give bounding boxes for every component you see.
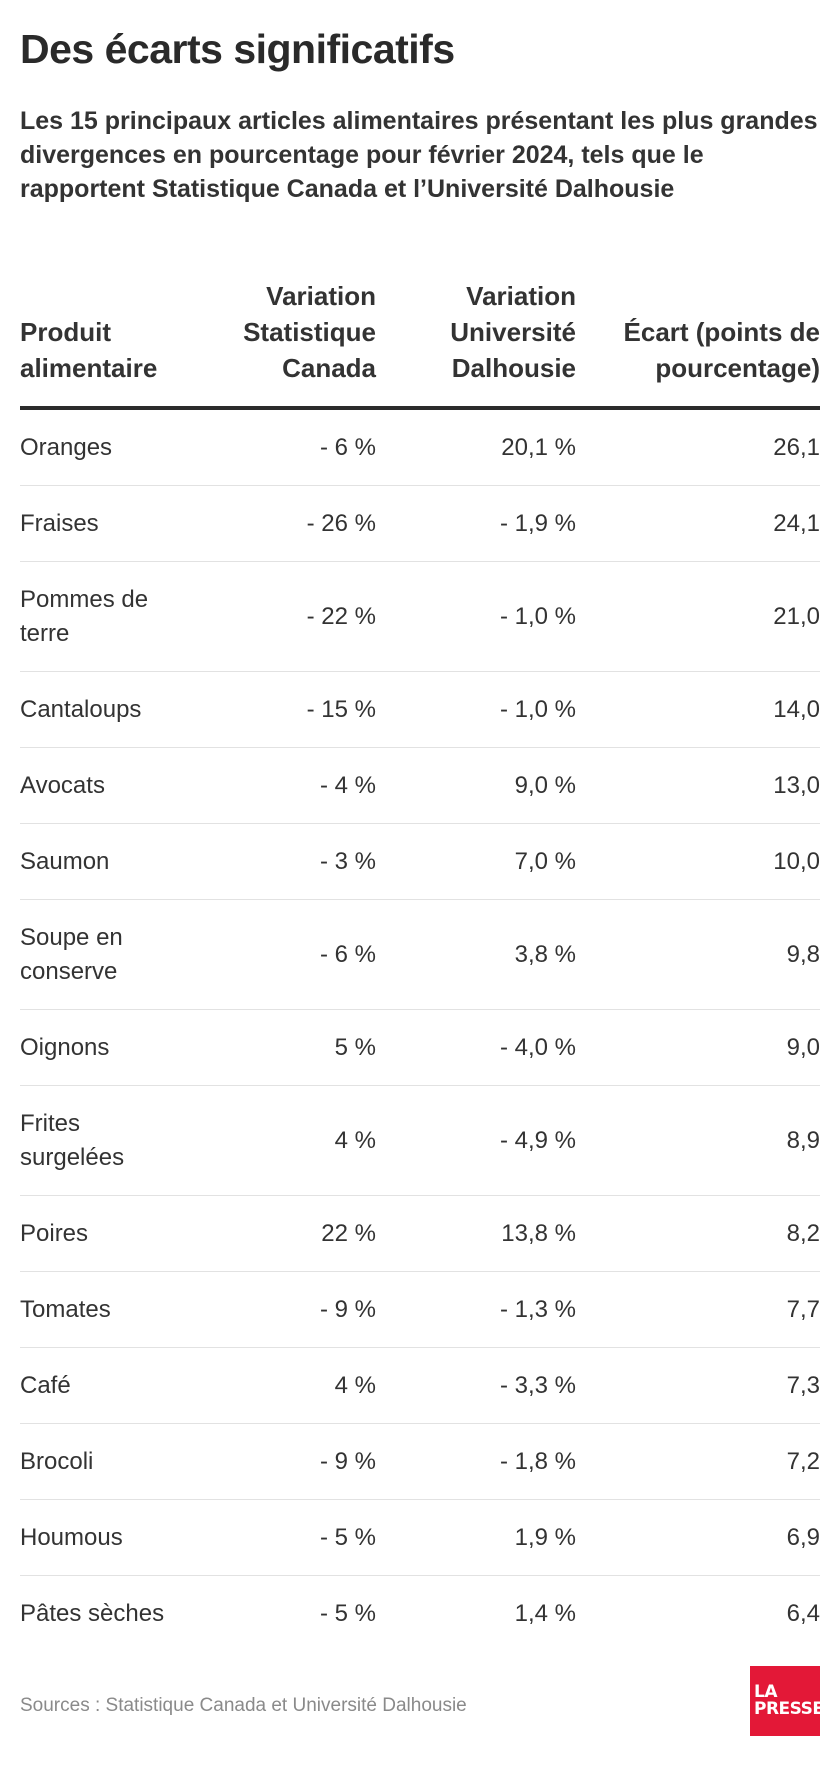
cell-variation-statcan: - 5 %	[220, 1499, 376, 1576]
cell-variation-statcan: - 4 %	[220, 747, 376, 824]
cell-produit: Poires	[20, 1195, 220, 1272]
table-row: Fraises - 26 % - 1,9 % 24,1	[20, 485, 820, 562]
cell-ecart: 24,1	[576, 485, 820, 562]
table-row: Pommes de terre - 22 % - 1,0 % 21,0	[20, 561, 820, 672]
cell-produit: Pâtes sèches	[20, 1599, 165, 1627]
cell-variation-dalhousie: 1,9 %	[376, 1499, 576, 1576]
table-body: Oranges - 6 % 20,1 % 26,1 Fraises - 26 % - 1,9…	[20, 408, 820, 1651]
cell-produit: Café	[20, 1347, 220, 1424]
table-row: Soupe en conserve - 6 % 3,8 % 9,8	[20, 899, 820, 1010]
cell-ecart: 8,9	[576, 1085, 820, 1196]
cell-variation-dalhousie: - 4,0 %	[376, 1009, 576, 1086]
cell-ecart: 14,0	[576, 671, 820, 748]
cell-produit: Avocats	[20, 747, 220, 824]
table-row: Cantaloups - 15 % - 1,0 % 14,0	[20, 671, 820, 748]
cell-ecart: 6,9	[576, 1499, 820, 1576]
cell-variation-dalhousie: 3,8 %	[376, 899, 576, 1010]
cell-ecart: 21,0	[576, 561, 820, 672]
cell-variation-dalhousie: 9,0 %	[376, 747, 576, 824]
cell-ecart: 7,2	[576, 1423, 820, 1500]
cell-produit: Tomates	[20, 1271, 220, 1348]
table-row: Brocoli - 9 % - 1,8 % 7,2	[20, 1423, 820, 1500]
data-table: Produit alimentaire Variation Statistiqu…	[20, 252, 820, 1651]
cell-variation-dalhousie: 13,8 %	[376, 1195, 576, 1272]
table-row: Oranges - 6 % 20,1 % 26,1	[20, 408, 820, 486]
cell-ecart: 8,2	[576, 1195, 820, 1272]
cell-variation-statcan: 22 %	[220, 1195, 376, 1272]
table-row: Avocats - 4 % 9,0 % 13,0	[20, 747, 820, 824]
cell-variation-dalhousie: 1,4 %	[514, 1599, 576, 1627]
cell-ecart: 26,1	[576, 408, 820, 486]
cell-variation-statcan: 4 %	[220, 1085, 376, 1196]
cell-produit: Brocoli	[20, 1423, 220, 1500]
cell-produit: Fraises	[20, 485, 220, 562]
header-variation-statcan: Variation Statistique Canada	[220, 252, 376, 410]
cell-produit: Oranges	[20, 408, 220, 486]
table-row: Frites surgelées 4 % - 4,9 % 8,9	[20, 1085, 820, 1196]
cell-variation-statcan: - 6 %	[220, 899, 376, 1010]
cell-ecart: 7,3	[576, 1347, 820, 1424]
table-row: Tomates - 9 % - 1,3 % 7,7	[20, 1271, 820, 1348]
product-name: Frites surgelées	[20, 1109, 125, 1171]
cell-produit: Saumon	[20, 823, 220, 900]
cell-variation-statcan: 4 %	[220, 1347, 376, 1424]
table-row: Saumon - 3 % 7,0 % 10,0	[20, 823, 820, 900]
cell-variation-statcan: - 9 %	[220, 1271, 376, 1348]
product-name: Pommes de terre	[20, 585, 149, 647]
cell-ecart: 6,4	[786, 1599, 820, 1627]
cell-variation-dalhousie: 20,1 %	[376, 408, 576, 486]
cell-variation-statcan: - 5 %	[319, 1599, 376, 1627]
table-row: Houmous - 5 % 1,9 % 6,9	[20, 1499, 820, 1576]
cell-produit: Houmous	[20, 1499, 220, 1576]
table-row: Café 4 % - 3,3 % 7,3	[20, 1347, 820, 1424]
cell-variation-statcan: - 15 %	[220, 671, 376, 748]
cell-ecart: 7,7	[576, 1271, 820, 1348]
cell-ecart: 9,0	[576, 1009, 820, 1086]
cell-variation-dalhousie: - 1,3 %	[376, 1271, 576, 1348]
cell-produit: Frites surgelées	[20, 1085, 220, 1196]
header-produit: Produit alimentaire	[20, 252, 220, 410]
logo-line-2: PRESSE	[754, 1699, 824, 1719]
cell-variation-statcan: - 6 %	[220, 408, 376, 486]
cell-variation-dalhousie: - 1,0 %	[376, 561, 576, 672]
table-row: Oignons 5 % - 4,0 % 9,0	[20, 1009, 820, 1086]
cell-produit: Pommes de terre	[20, 561, 220, 672]
table-row: Pâtes sèches - 5 % 1,4 % 6,4	[20, 1576, 820, 1652]
sources-note: Sources : Statistique Canada et Universi…	[20, 1695, 467, 1716]
cell-variation-statcan: - 3 %	[220, 823, 376, 900]
cell-variation-dalhousie: - 1,9 %	[376, 485, 576, 562]
chart-subtitle: Les 15 principaux articles alimentaires …	[20, 107, 818, 203]
cell-variation-dalhousie: - 1,0 %	[376, 671, 576, 748]
table-row: Poires 22 % 13,8 % 8,2	[20, 1195, 820, 1272]
logo-line-1: LA	[754, 1682, 778, 1702]
cell-ecart: 13,0	[576, 747, 820, 824]
cell-variation-dalhousie: - 1,8 %	[376, 1423, 576, 1500]
cell-variation-dalhousie: - 3,3 %	[376, 1347, 576, 1424]
cell-ecart: 9,8	[576, 899, 820, 1010]
header-variation-dalhousie: Variation Université Dalhousie	[376, 252, 576, 410]
cell-variation-statcan: 5 %	[220, 1009, 376, 1086]
cell-variation-dalhousie: 7,0 %	[376, 823, 576, 900]
product-name: Soupe en conserve	[20, 923, 123, 985]
header-ecart: Écart (points de pourcentage)	[576, 252, 820, 410]
cell-produit: Cantaloups	[20, 671, 220, 748]
cell-produit: Soupe en conserve	[20, 899, 220, 1010]
table-header-row: Produit alimentaire Variation Statistiqu…	[20, 252, 820, 410]
cell-variation-statcan: - 26 %	[220, 485, 376, 562]
cell-variation-dalhousie: - 4,9 %	[376, 1085, 576, 1196]
chart-title: Des écarts significatifs	[20, 26, 455, 72]
la-presse-logo: LA PRESSE	[750, 1666, 824, 1736]
cell-variation-statcan: - 22 %	[220, 561, 376, 672]
cell-ecart: 10,0	[576, 823, 820, 900]
cell-variation-statcan: - 9 %	[220, 1423, 376, 1500]
cell-produit: Oignons	[20, 1009, 220, 1086]
